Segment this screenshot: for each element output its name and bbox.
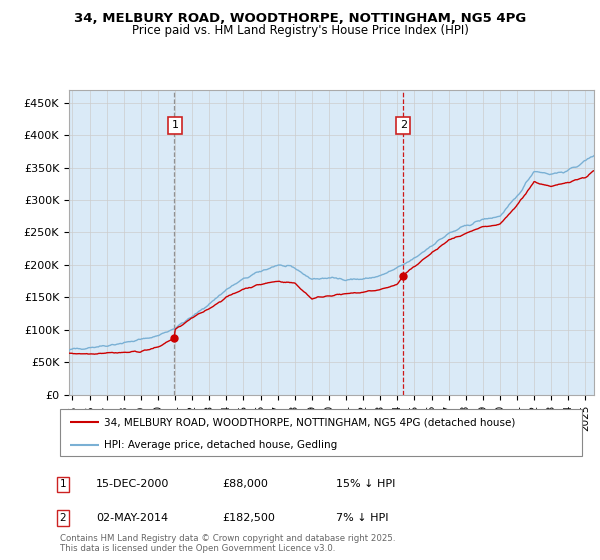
Text: 2: 2 bbox=[400, 120, 407, 130]
Text: Contains HM Land Registry data © Crown copyright and database right 2025.
This d: Contains HM Land Registry data © Crown c… bbox=[60, 534, 395, 553]
Text: Price paid vs. HM Land Registry's House Price Index (HPI): Price paid vs. HM Land Registry's House … bbox=[131, 24, 469, 36]
Text: 1: 1 bbox=[172, 120, 179, 130]
Text: 15% ↓ HPI: 15% ↓ HPI bbox=[336, 479, 395, 489]
FancyBboxPatch shape bbox=[60, 409, 582, 456]
Text: £182,500: £182,500 bbox=[222, 513, 275, 523]
Text: 2: 2 bbox=[59, 513, 67, 523]
Text: 34, MELBURY ROAD, WOODTHORPE, NOTTINGHAM, NG5 4PG (detached house): 34, MELBURY ROAD, WOODTHORPE, NOTTINGHAM… bbox=[104, 417, 516, 427]
Text: HPI: Average price, detached house, Gedling: HPI: Average price, detached house, Gedl… bbox=[104, 440, 338, 450]
Text: 34, MELBURY ROAD, WOODTHORPE, NOTTINGHAM, NG5 4PG: 34, MELBURY ROAD, WOODTHORPE, NOTTINGHAM… bbox=[74, 12, 526, 25]
Text: £88,000: £88,000 bbox=[222, 479, 268, 489]
Text: 1: 1 bbox=[59, 479, 67, 489]
Text: 15-DEC-2000: 15-DEC-2000 bbox=[96, 479, 169, 489]
Text: 7% ↓ HPI: 7% ↓ HPI bbox=[336, 513, 389, 523]
Text: 02-MAY-2014: 02-MAY-2014 bbox=[96, 513, 168, 523]
